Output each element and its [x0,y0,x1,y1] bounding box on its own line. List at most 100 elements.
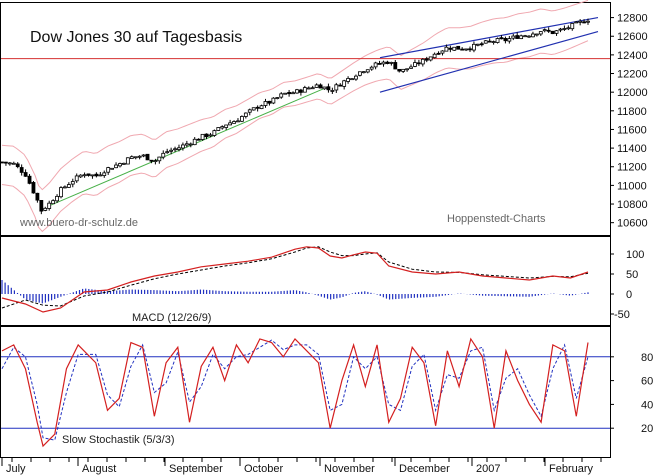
candle-body [129,156,134,159]
candle-body [251,107,256,111]
candle-body [27,175,32,184]
macd-y-tick-label: 50 [626,269,638,281]
candle-body [169,149,174,152]
candle-body [365,69,370,73]
candle-body [0,161,4,164]
price-y-tick-label: 11800 [617,106,647,118]
candle-body [397,68,402,72]
stoch-y-tick-label: 80 [641,352,653,364]
candle-body [436,52,441,55]
x-month-label: October [244,463,283,475]
stochastic-label: Slow Stochastik (5/3/3) [62,434,175,446]
candle-body [338,84,343,87]
stoch-y-tick-label: 20 [641,423,653,435]
candle-body [523,35,527,38]
candle-body [503,38,508,42]
price-y-tick-label: 12600 [617,31,648,43]
candle-body [298,89,303,93]
candle-body [574,21,579,24]
price-panel: 10600 10800 11000 11200 11400 11600 11800 12000… [0,0,648,233]
candle-body [570,23,575,30]
candle-body [369,66,374,70]
candle-body [259,105,264,110]
candle-body [432,53,437,59]
candle-body [582,21,586,24]
candle-body [31,182,36,194]
candle-body [318,84,323,89]
candle-body [515,35,520,39]
candle-body [460,48,465,51]
candle-body [188,143,193,146]
candle-body [145,153,150,161]
candle-body [542,29,547,32]
candle-body [291,92,295,95]
candle-body [452,46,457,51]
candle-body [342,80,347,87]
price-y-tick-label: 11600 [617,124,647,136]
candle-body [440,50,445,54]
x-month-label: July [6,463,26,475]
candle-body [389,61,394,64]
candle-body [546,29,551,32]
candle-body [240,116,244,122]
channel-upper [379,17,599,59]
candle-body [472,43,476,51]
candle-body [483,40,488,44]
macd-panel: 100 50 0 -50 [1,246,644,321]
candle-body [314,84,319,88]
candle-body [192,138,197,146]
candle-body [538,31,543,35]
candle-body [247,109,252,113]
candle-body [527,35,531,38]
candle-body [7,162,12,165]
candle-body [511,35,516,39]
candle-body [306,87,311,90]
candle-body [94,173,99,177]
candle-body [208,134,213,137]
price-y-tick-label: 10800 [617,199,648,211]
candle-body [196,138,201,141]
price-y-tick-label: 11000 [617,180,647,192]
candle-body [519,35,524,40]
candle-body [55,195,59,202]
candle-body [181,144,185,149]
candle-body [78,174,83,178]
candle-body [74,175,79,182]
stoch-d-line [1,339,589,441]
candle-body [550,30,555,35]
candle-body [464,48,468,51]
candle-body [51,200,56,205]
macd-signal-line [1,246,589,309]
stoch-y-tick-label: 40 [641,399,653,411]
candle-body [63,186,67,189]
candle-body [322,86,327,90]
candle-body [137,155,142,158]
candle-body [373,62,378,68]
x-month-label: August [82,463,116,475]
candle-body [558,28,563,31]
candle-body [531,33,535,38]
bollinger-upper [1,0,589,191]
x-month-label: September [169,463,223,475]
candle-body [19,167,24,173]
candle-body [377,63,382,65]
candle-body [350,78,354,81]
stoch-k-line [1,337,589,448]
candle-body [200,133,205,140]
candle-body [212,130,217,136]
candle-body [357,71,362,76]
candle-body [401,68,406,72]
candle-body [4,161,8,164]
price-y-tick-label: 10600 [617,218,648,230]
candle-body [255,106,260,109]
candle-body [424,58,429,61]
price-y-tick-label: 12000 [617,87,648,99]
candle-body [122,162,126,165]
stochastic-panel-frame [0,326,611,458]
candle-body [495,38,500,43]
candle-body [39,200,44,212]
candle-body [310,87,315,90]
candle-body [562,28,567,30]
candle-body [66,184,71,188]
